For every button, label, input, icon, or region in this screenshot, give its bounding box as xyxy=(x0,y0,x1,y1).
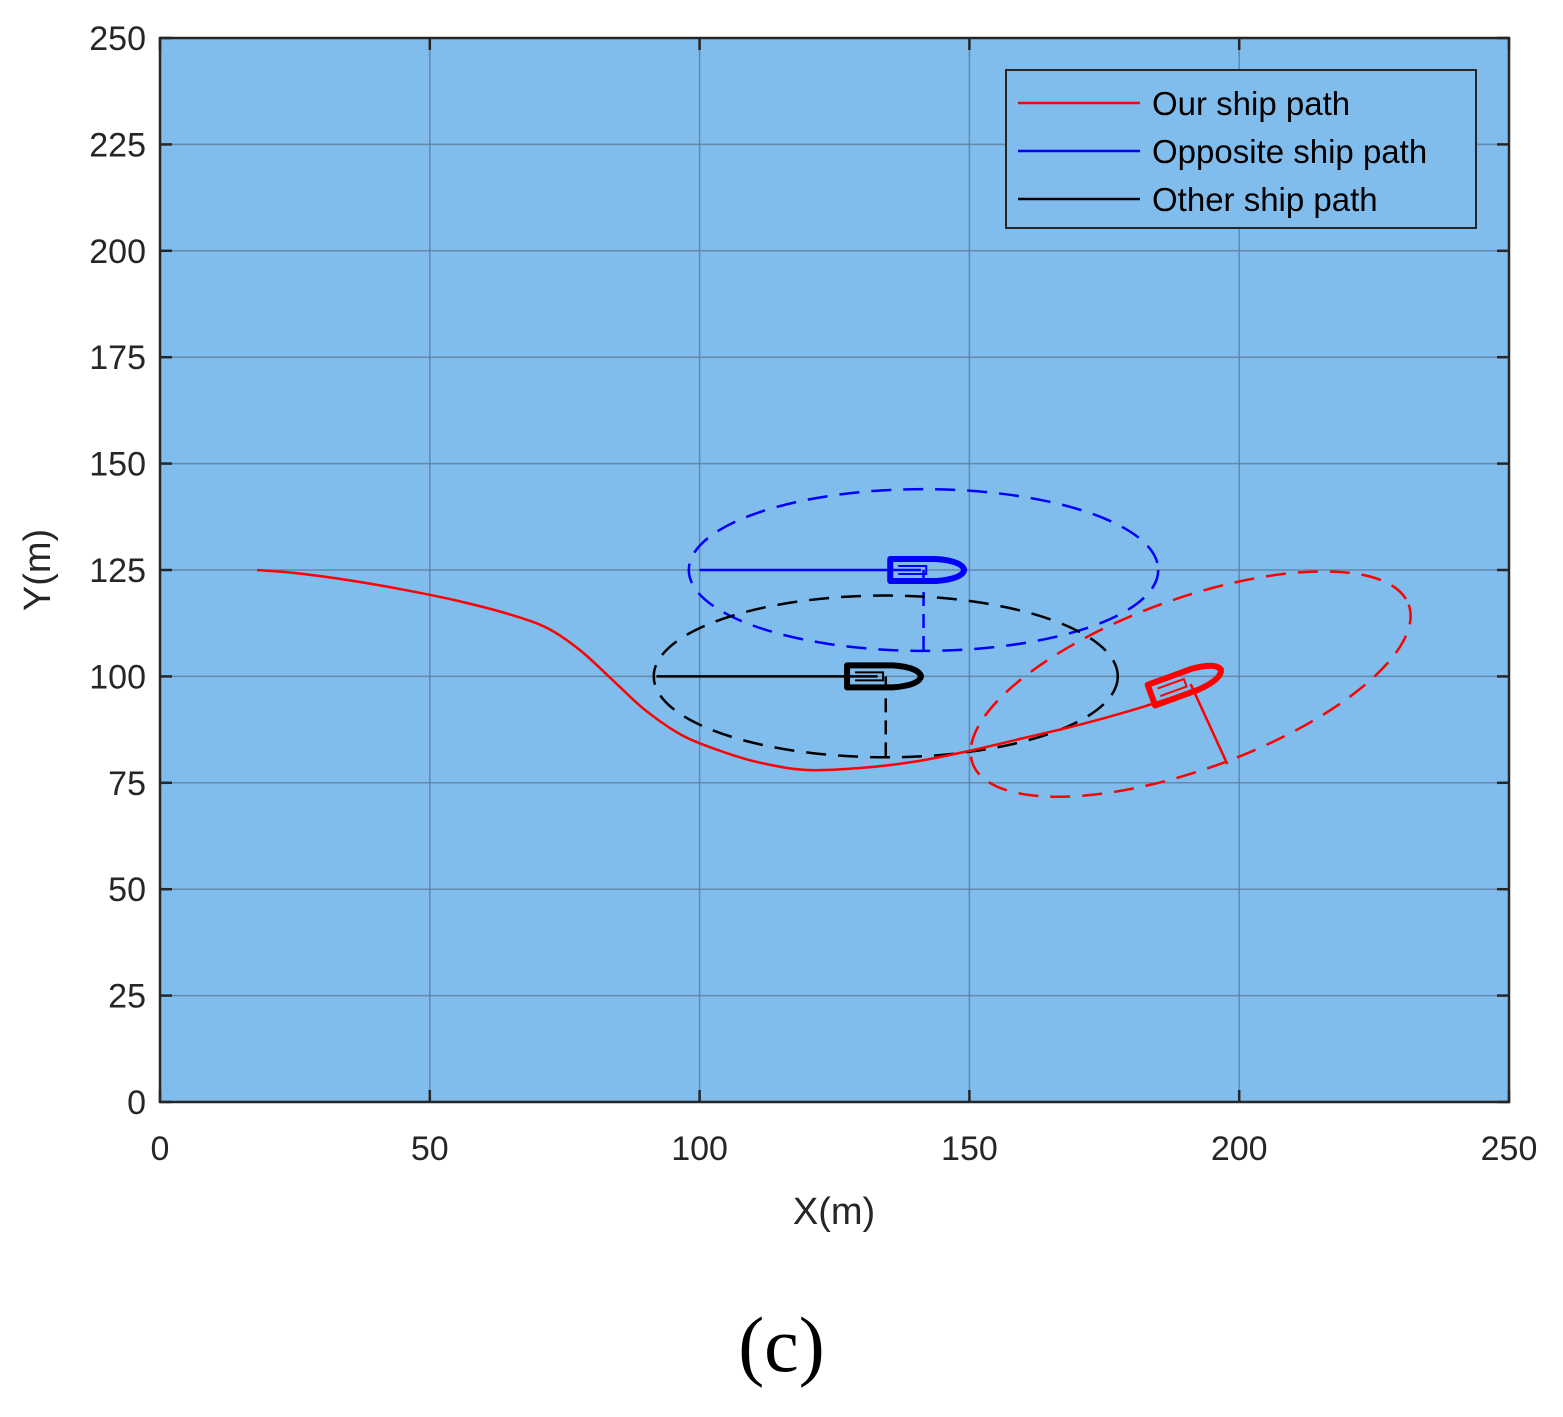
ship-markers xyxy=(844,556,1224,709)
legend: Our ship path Opposite ship path Other shi… xyxy=(1005,69,1477,229)
x-tick-label: 50 xyxy=(411,1130,449,1168)
chart: 0 50 100 150 200 250 0 25 50 75 100 125 150 175 200 225… xyxy=(17,20,1537,1233)
y-tick-label: 125 xyxy=(89,552,146,590)
ship-deck xyxy=(898,565,928,575)
legend-entry-label: Other ship path xyxy=(1152,181,1378,218)
y-tick-label: 175 xyxy=(89,339,146,377)
ship-marker xyxy=(887,556,968,584)
axis-ticks: 0 50 100 150 200 250 0 25 50 75 100 125 150 175 200 225… xyxy=(89,20,1537,1168)
safety-domain-radius xyxy=(1189,683,1229,765)
ship-hull xyxy=(844,662,925,691)
x-tick-label: 0 xyxy=(151,1130,170,1168)
safety-domain-ellipse xyxy=(687,487,1160,653)
ship-hull xyxy=(887,556,968,584)
ship-hull xyxy=(1144,662,1224,709)
y-axis-label: Y(m) xyxy=(17,529,59,611)
y-tick-label: 75 xyxy=(108,765,146,803)
ship-marker xyxy=(1144,662,1224,709)
legend-entry-label: Our ship path xyxy=(1152,85,1350,122)
y-tick-label: 150 xyxy=(89,446,146,484)
x-tick-label: 250 xyxy=(1481,1130,1538,1168)
ship-marker xyxy=(844,662,925,691)
legend-entry-label: Opposite ship path xyxy=(1152,133,1427,170)
legend-box xyxy=(1005,69,1477,229)
x-axis-label: X(m) xyxy=(793,1191,875,1233)
ship-path-line xyxy=(257,568,1186,772)
y-tick-label: 50 xyxy=(108,871,146,909)
ship-paths xyxy=(257,568,1186,772)
y-tick-label: 250 xyxy=(89,20,146,58)
safety-domain-ellipse xyxy=(969,570,1412,798)
x-tick-label: 150 xyxy=(941,1130,998,1168)
ship-deck xyxy=(1157,677,1188,698)
safety-domain-ellipse xyxy=(652,594,1120,759)
y-tick-label: 200 xyxy=(89,233,146,271)
y-tick-label: 25 xyxy=(108,978,146,1016)
safety-domains xyxy=(652,487,1412,798)
x-tick-label: 200 xyxy=(1211,1130,1268,1168)
y-tick-label: 225 xyxy=(89,126,146,164)
panel-caption: (c) xyxy=(738,1301,825,1388)
x-tick-label: 100 xyxy=(671,1130,728,1168)
y-tick-label: 0 xyxy=(127,1084,146,1122)
ship-deck xyxy=(855,671,885,682)
y-tick-label: 100 xyxy=(89,658,146,696)
